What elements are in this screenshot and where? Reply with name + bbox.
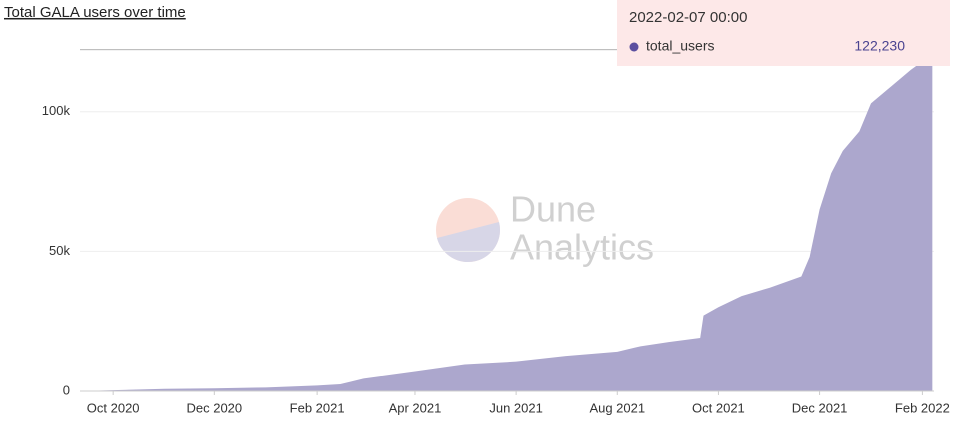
y-tick-label: 50k [49, 243, 70, 258]
tooltip-title: 2022-02-07 00:00 [629, 9, 747, 26]
x-tick-label: Oct 2021 [692, 400, 745, 415]
watermark-logo [436, 198, 500, 262]
tooltip-box [617, 0, 950, 66]
tooltip: 2022-02-07 00:00 total_users 122,230 [617, 0, 950, 66]
watermark: Dune Analytics [436, 189, 654, 268]
legend-label: total_users [646, 38, 714, 54]
x-tick-label: Dec 2021 [792, 400, 848, 415]
watermark-text: Dune [510, 189, 596, 230]
x-tick-label: Aug 2021 [589, 400, 645, 415]
tooltip-value: 122,230 [854, 38, 905, 54]
legend-marker [629, 42, 639, 52]
x-tick-label: Dec 2020 [186, 400, 242, 415]
x-tick-label: Feb 2022 [895, 400, 950, 415]
x-tick-label: Jun 2021 [489, 400, 543, 415]
x-tick-label: Feb 2021 [290, 400, 345, 415]
x-tick-label: Oct 2020 [87, 400, 140, 415]
y-tick-label: 100k [42, 103, 71, 118]
y-tick-label: 0 [63, 382, 70, 397]
x-tick-label: Apr 2021 [389, 400, 442, 415]
area [80, 49, 933, 392]
chart-title: Total GALA users over time [4, 4, 186, 21]
watermark-logo-part [437, 222, 501, 263]
watermark-text: Analytics [510, 227, 654, 268]
